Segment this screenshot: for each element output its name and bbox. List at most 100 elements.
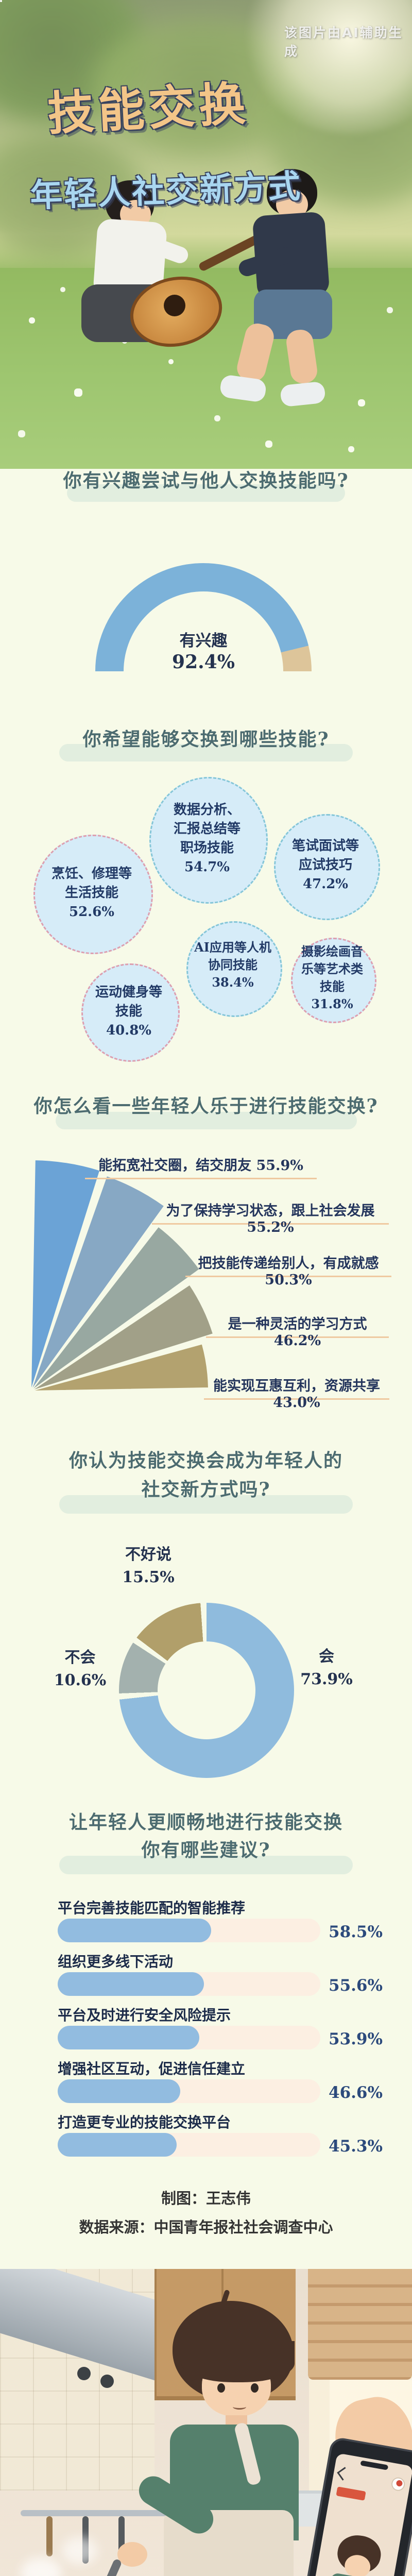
bar-fill-5	[58, 2133, 177, 2157]
bubble-line: 运动健身等	[95, 985, 162, 1000]
bar-track-2	[58, 1972, 320, 1996]
bar-fill-4	[58, 2079, 180, 2103]
utensil-rail	[21, 2510, 191, 2516]
cook-boy-bangs	[181, 2341, 295, 2382]
bubble-line: 技能	[115, 1004, 142, 1019]
fan-label-text: 能实现互惠互利，资源共享	[213, 1378, 380, 1394]
bubble-workplace-skills	[149, 777, 268, 904]
bar-track-4	[58, 2079, 320, 2103]
donut-label-no: 不会 10.6%	[30, 1647, 130, 1692]
bar-label-1: 平台完善技能匹配的智能推荐	[58, 1900, 246, 1917]
hood-knob	[100, 2375, 114, 2388]
fan-label-4: 是一种灵活的学习方式 46.2%	[206, 1313, 389, 1349]
fan-label-text: 为了保持学习状态，跟上社会发展	[166, 1203, 375, 1219]
fan-wedge-2	[30, 1175, 165, 1392]
bar-value-1: 58.5%	[329, 1923, 383, 1941]
hood-knob	[77, 2367, 91, 2380]
back-arrow-icon	[337, 2467, 351, 2481]
cook-boy-smile	[233, 2404, 246, 2410]
bubble-line: 职场技能	[180, 840, 234, 856]
q5-title-line2: 你有哪些建议?	[141, 1839, 271, 1861]
fan-wedge-1	[30, 1159, 101, 1392]
bubble-life-text: 烹饪、修理等 生活技能 52.6%	[35, 865, 148, 922]
bubble-exam-skills	[274, 814, 380, 920]
bubble-line: 数据分析、	[173, 802, 241, 818]
bubble-ai-text: AI应用等人机 协同技能 38.4%	[181, 939, 284, 991]
fan-label-value: 50.3%	[265, 1272, 312, 1288]
phone-notch	[360, 2460, 389, 2470]
gauge-center-label: 有兴趣	[179, 632, 228, 650]
bubble-line: 应试技巧	[298, 857, 352, 873]
bar-fill-2	[58, 1972, 204, 1996]
screen-banner	[336, 2486, 366, 2501]
donut-label-text: 会	[319, 1648, 334, 1666]
q5-highlight-pill	[59, 1856, 353, 1874]
bubble-art-skills	[291, 938, 376, 1023]
opinion-fan-chart	[30, 1159, 214, 1392]
q3-highlight-pill	[56, 1112, 357, 1129]
donut-label-text: 不会	[64, 1649, 96, 1667]
bar-value-3: 53.9%	[329, 2030, 383, 2048]
bubble-exam-text: 笔试面试等 应试技巧 47.2%	[274, 837, 377, 894]
hero-illustration: 该图片由AI辅助生成 技能交换 年轻人社交新方式	[0, 0, 412, 469]
fan-label-value: 55.2%	[247, 1219, 294, 1235]
bar-track-3	[58, 2026, 320, 2049]
fan-label-3: 把技能传递给别人，有成就感 50.3%	[185, 1252, 391, 1288]
q4-highlight-pill	[59, 1495, 353, 1514]
bubble-value: 47.2%	[302, 876, 349, 892]
bar-value-5: 45.3%	[329, 2137, 383, 2156]
fan-label-5: 能实现互惠互利，资源共享 43.0%	[204, 1375, 389, 1411]
bubble-sport-skills	[81, 963, 180, 1062]
kitchen-illustration: 该图片由AI辅助生成	[0, 2269, 412, 2576]
fan-label-text: 是一种灵活的学习方式	[228, 1316, 367, 1332]
fan-label-value: 46.2%	[273, 1333, 321, 1349]
ai-watermark-top: 该图片由AI辅助生成	[284, 25, 403, 59]
fan-label-2: 为了保持学习状态，跟上社会发展 55.2%	[152, 1199, 389, 1235]
q2-highlight-pill	[59, 744, 353, 761]
bar-fill-3	[58, 2026, 199, 2049]
donut-hole	[158, 1641, 255, 1739]
cook-boy-eye	[251, 2383, 259, 2393]
poster-title-line1: 技能交换	[46, 76, 251, 142]
bubble-workplace-text: 数据分析、 汇报总结等 职场技能 54.7%	[150, 801, 264, 877]
interest-gauge-chart	[95, 563, 312, 672]
credit-line: 制图：王志伟	[161, 2190, 251, 2207]
bubble-line: 协同技能	[208, 957, 258, 972]
bubble-line: 汇报总结等	[173, 821, 241, 837]
bubble-line: 烹饪、修理等	[51, 866, 132, 882]
fan-label-value: 43.0%	[273, 1395, 320, 1411]
bubble-line: 乐等艺术类	[301, 961, 363, 976]
bubble-line: 技能	[320, 979, 345, 994]
bubble-value: 40.8%	[106, 1023, 152, 1038]
steam	[62, 2537, 98, 2565]
bar-fill-1	[58, 1919, 212, 1942]
bubble-sport-text: 运动健身等 技能 40.8%	[77, 983, 180, 1040]
gauge-center-value: 92.4%	[172, 651, 235, 673]
bubble-value: 38.4%	[212, 975, 254, 990]
q4-title-line2: 社交新方式吗?	[141, 1479, 271, 1500]
guitar-soundhole	[164, 295, 185, 316]
bubble-life-skills	[33, 835, 153, 954]
fan-label-1: 能拓宽社交圈，结交朋友 55.9%	[85, 1154, 317, 1179]
fan-label-text: 把技能传递给别人，有成就感	[198, 1256, 379, 1272]
grass-flowers	[0, 0, 2, 2]
bubble-art-text: 摄影绘画音 乐等艺术类 技能 31.8%	[286, 943, 379, 1013]
donut-label-value: 73.9%	[300, 1670, 353, 1688]
q3-title: 你怎么看一些年轻人乐于进行技能交换?	[33, 1095, 379, 1117]
donut-label-unsure: 不好说 15.5%	[97, 1544, 200, 1589]
cook-boy-hand	[117, 2542, 147, 2567]
q4-title-line1: 你认为技能交换会成为年轻人的	[68, 1450, 343, 1471]
bubble-value: 52.6%	[68, 904, 115, 920]
q2-title: 你希望能够交换到哪些技能?	[82, 728, 330, 750]
donut-label-value: 15.5%	[122, 1568, 175, 1586]
bubble-line: AI应用等人机	[194, 940, 271, 955]
fan-label-value: 55.9%	[256, 1158, 303, 1174]
q5-title-line1: 让年轻人更顺畅地进行技能交换	[68, 1811, 343, 1833]
bar-value-4: 46.6%	[329, 2083, 383, 2102]
hanging-utensil	[46, 2516, 53, 2556]
donut-label-yes: 会 73.9%	[275, 1646, 378, 1691]
fan-wedge-4	[30, 1284, 214, 1392]
bubble-value: 31.8%	[311, 996, 353, 1011]
steam	[21, 2557, 62, 2576]
